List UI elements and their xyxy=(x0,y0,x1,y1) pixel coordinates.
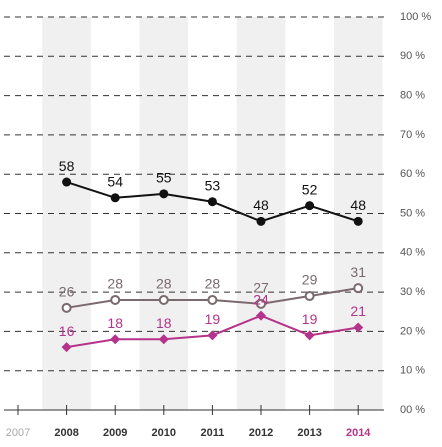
point xyxy=(304,330,315,341)
point xyxy=(61,342,72,353)
data-label: 48 xyxy=(253,197,269,213)
data-label: 26 xyxy=(59,284,75,300)
data-label: 54 xyxy=(107,173,123,189)
y-tick-label: 30 % xyxy=(400,286,425,298)
point xyxy=(61,302,72,313)
point xyxy=(207,197,217,207)
data-label: 18 xyxy=(107,315,123,331)
point xyxy=(110,294,121,305)
data-label: 28 xyxy=(156,276,172,292)
data-label: 31 xyxy=(350,264,366,280)
x-tick-label: 2014 xyxy=(346,427,371,439)
y-tick-label: 80 % xyxy=(400,90,425,102)
point xyxy=(159,189,169,199)
data-label: 19 xyxy=(302,311,318,327)
point xyxy=(256,310,266,321)
data-label: 53 xyxy=(205,177,221,193)
point xyxy=(305,201,315,211)
point xyxy=(158,294,169,305)
point xyxy=(207,330,218,341)
data-label: 19 xyxy=(205,311,221,327)
data-label: 28 xyxy=(107,276,123,292)
data-label: 52 xyxy=(302,181,318,197)
point xyxy=(207,294,218,305)
data-label: 18 xyxy=(156,315,172,331)
x-tick-label: 2010 xyxy=(152,427,176,439)
point xyxy=(304,291,315,302)
data-label: 27 xyxy=(253,280,269,296)
y-tick-label: 20 % xyxy=(400,325,425,337)
x-tick-label: 2009 xyxy=(103,427,127,439)
x-tick-label: 2008 xyxy=(54,427,78,439)
data-label: 29 xyxy=(302,272,318,288)
data-label: 48 xyxy=(350,197,366,213)
data-label: 16 xyxy=(59,323,75,339)
point xyxy=(353,283,364,294)
y-tick-label: 60 % xyxy=(400,168,425,180)
y-tick-label: 00 % xyxy=(400,404,425,416)
data-label: 58 xyxy=(59,158,75,174)
point xyxy=(110,193,120,203)
data-label: 55 xyxy=(156,170,172,186)
y-tick-label: 40 % xyxy=(400,247,425,259)
x-tick-label: 2012 xyxy=(249,427,273,439)
point xyxy=(158,334,169,345)
y-tick-label: 90 % xyxy=(400,50,425,62)
x-tick-label: 2011 xyxy=(200,427,224,439)
x-tick-label: 2007 xyxy=(6,427,30,439)
point xyxy=(62,177,72,187)
point xyxy=(256,298,266,309)
point xyxy=(256,216,266,226)
data-label: 24 xyxy=(253,291,269,307)
y-tick-label: 50 % xyxy=(400,207,425,219)
y-tick-label: 70 % xyxy=(400,129,425,141)
point xyxy=(353,216,363,226)
y-tick-label: 10 % xyxy=(400,365,425,377)
point xyxy=(353,322,364,333)
data-label: 21 xyxy=(350,303,366,319)
x-tick-label: 2013 xyxy=(297,427,321,439)
data-label: 28 xyxy=(205,276,221,292)
y-tick-label: 100 % xyxy=(400,11,431,23)
point xyxy=(110,334,121,345)
